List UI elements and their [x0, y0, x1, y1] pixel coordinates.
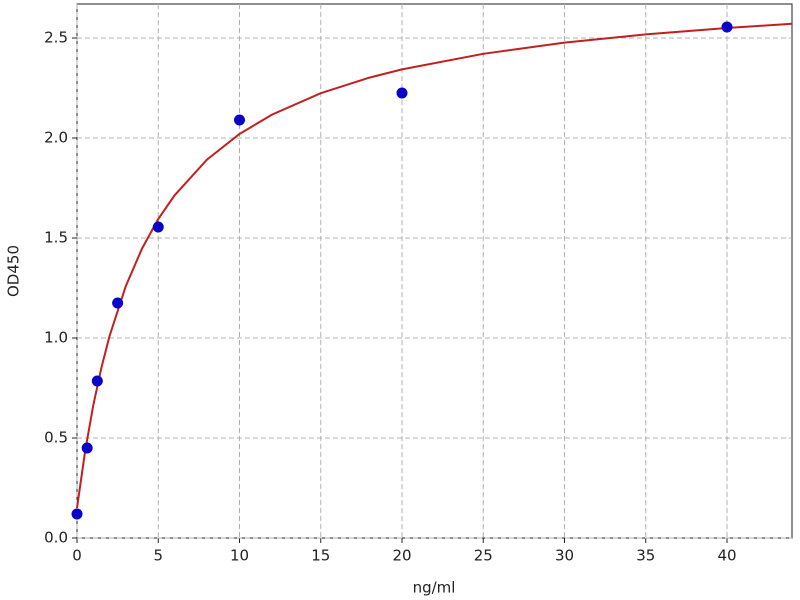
- data-point: [721, 21, 733, 33]
- data-point: [112, 297, 124, 309]
- data-point: [152, 221, 164, 233]
- plot-frame: [76, 3, 793, 539]
- x-tick-label: 25: [474, 547, 493, 565]
- data-point: [234, 114, 245, 126]
- x-tick-label: 30: [555, 547, 574, 565]
- y-tick-label: 1.0: [44, 329, 68, 347]
- x-tick-label: 20: [392, 547, 411, 565]
- data-point: [71, 508, 83, 520]
- x-tick-label: 10: [230, 547, 249, 565]
- x-tick-label: 0: [72, 547, 82, 565]
- x-axis-label: ng/ml: [413, 579, 456, 597]
- y-tick-label: 0.0: [44, 529, 68, 547]
- x-tick-label: 15: [311, 547, 330, 565]
- y-axis-label: OD450: [5, 245, 23, 297]
- data-point: [396, 87, 408, 99]
- y-tick-label: 0.5: [44, 429, 68, 447]
- fit-curve: [76, 22, 793, 509]
- x-tick-label: 5: [153, 547, 163, 565]
- data-point: [91, 375, 103, 387]
- y-tick-label: 1.5: [44, 229, 68, 247]
- x-tick-label: 35: [636, 547, 655, 565]
- data-point: [81, 442, 93, 454]
- y-tick-label: 2.0: [44, 129, 68, 147]
- x-tick-label: 40: [717, 547, 736, 565]
- y-tick-label: 2.5: [44, 29, 68, 47]
